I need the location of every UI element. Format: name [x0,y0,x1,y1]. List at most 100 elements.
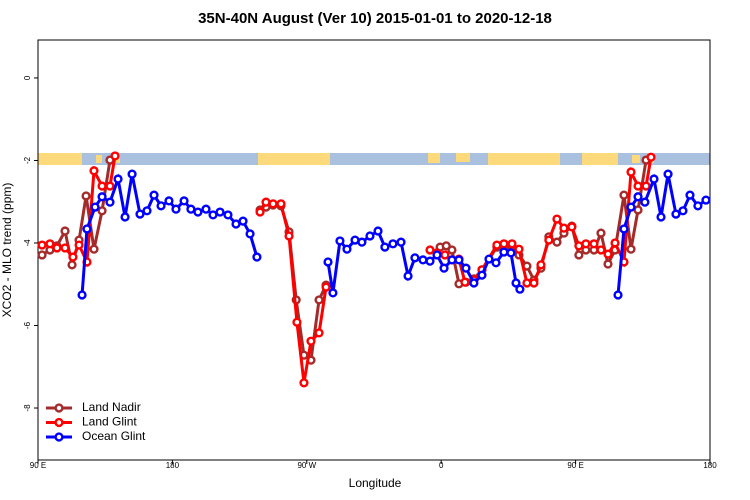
data-point [179,196,189,206]
data-point [201,204,211,214]
data-point [581,239,591,249]
data-point [208,210,218,220]
data-point [671,209,681,219]
data-point [388,239,398,249]
data-point [491,258,501,268]
data-point [640,197,650,207]
data-point [507,239,517,249]
data-point [365,231,375,241]
data-point [231,219,241,229]
data-point [418,255,428,265]
data-point [110,151,120,161]
data-point [693,201,703,211]
data-point [299,378,309,388]
data-point [633,192,643,202]
data-point [678,206,688,216]
data-point [314,328,324,338]
data-point [701,195,711,205]
data-point [156,201,166,211]
data-point [357,237,367,247]
data-point [164,196,174,206]
y-tick-label: 0 [23,75,32,80]
data-point [149,190,159,200]
data-point [120,212,130,222]
data-point [514,244,524,254]
data-point [589,239,599,249]
data-point [484,254,494,264]
data-point [529,278,539,288]
data-point [60,243,70,253]
data-point [544,235,554,245]
data-point [440,250,450,260]
data-point [559,223,569,233]
data-point [536,260,546,270]
legend-label: Land Nadir [82,400,141,414]
data-point [37,250,47,260]
data-point [245,229,255,239]
y-tick-label: -8 [23,404,32,412]
data-point [596,245,606,255]
x-axis-label: Longitude [349,476,402,490]
data-point [171,204,181,214]
data-point [656,212,666,222]
x-tick-label: 180 [166,461,180,470]
data-point [403,271,413,281]
data-point [252,252,262,262]
x-tick-label: 90 W [297,461,316,470]
data-point [380,242,390,252]
data-point [663,169,673,179]
data-point [127,169,137,179]
series-line [80,173,707,296]
data-point [641,181,651,191]
data-point [105,197,115,207]
data-point [314,295,324,305]
data-point [142,206,152,216]
data-point [626,244,636,254]
data-point [425,256,435,266]
y-tick-label: -6 [23,321,32,329]
data-point [67,260,77,270]
data-point [515,284,525,294]
legend-marker [54,417,64,428]
data-point [574,241,584,251]
data-point [306,336,316,346]
plot-frame [37,39,711,461]
data-point [610,238,620,248]
legend-marker [54,403,64,413]
data-point [321,282,331,292]
data-point [633,205,643,215]
data-point [255,207,265,217]
data-point [619,224,629,234]
data-point [619,190,629,200]
data-point [342,244,352,254]
data-point [646,152,656,162]
x-tick-label: 90 E [30,461,46,470]
chart-title: 35N-40N August (Ver 10) 2015-01-01 to 20… [198,10,552,27]
data-point [454,255,464,265]
data-point [506,248,516,258]
data-point [613,290,623,300]
data-point [77,290,87,300]
data-point [97,206,107,216]
data-point [477,270,487,280]
data-point [633,181,643,191]
data-point [292,317,302,327]
data-point [135,209,145,219]
data-point [685,190,695,200]
data-point [432,250,442,260]
x-tick-label: 90 E [567,461,583,470]
data-point [626,202,636,212]
data-point [425,245,435,255]
data-point [74,240,84,250]
data-point [276,199,286,209]
legend-label: Ocean Glint [82,429,146,443]
data-point [335,236,345,246]
data-point [410,253,420,263]
data-point [596,228,606,238]
data-point [268,199,278,209]
data-point [60,226,70,236]
x-tick-label: 180 [703,461,717,470]
data-point [552,237,562,247]
data-point [186,204,196,214]
legend-marker [54,432,64,442]
